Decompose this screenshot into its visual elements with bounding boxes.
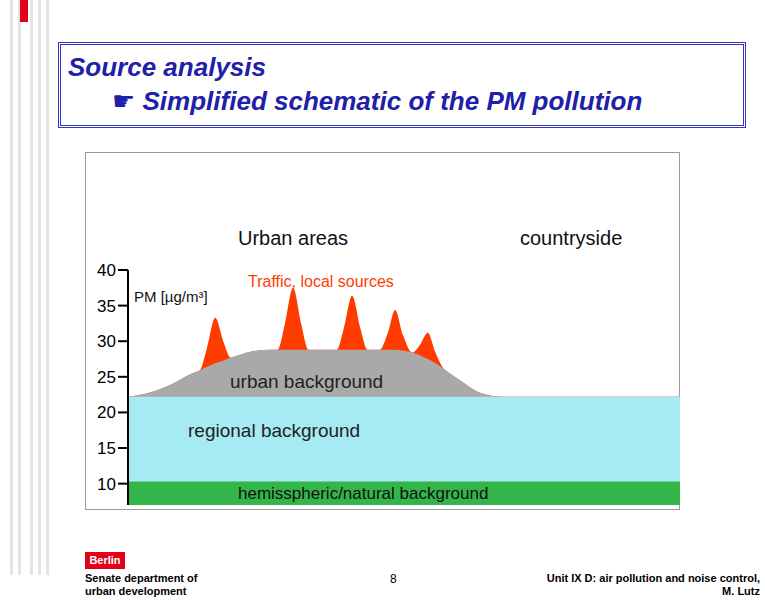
html-text:M. Lutz: M. Lutz <box>722 585 760 597</box>
svg-text:10: 10 <box>97 475 116 494</box>
html-text:Source analysis: Source analysis <box>68 52 266 82</box>
html-text:hemisspheric/natural backgroun: hemisspheric/natural background <box>238 484 489 503</box>
svg-text:40: 40 <box>97 261 116 280</box>
html-text:urban background: urban background <box>230 371 384 392</box>
html-text:PM [µg/m³]: PM [µg/m³] <box>134 288 208 305</box>
svg-text:20: 20 <box>97 403 116 422</box>
html-text:8: 8 <box>390 572 397 586</box>
svg-text:30: 30 <box>97 332 116 351</box>
html-text:☛ Simplified schematic of the: ☛ Simplified schematic of the PM polluti… <box>112 86 643 116</box>
svg-text:15: 15 <box>97 439 116 458</box>
svg-text:25: 25 <box>97 368 116 387</box>
svg-text:35: 35 <box>97 297 116 316</box>
html-text:Berlin: Berlin <box>89 554 121 566</box>
html-text:Traffic, local sources: Traffic, local sources <box>248 273 394 290</box>
html-text:countryside: countryside <box>520 227 623 249</box>
html-text:Unit IX D: air pollution and n: Unit IX D: air pollution and noise contr… <box>546 572 760 584</box>
html-text:Senate department of urban dev: Senate department of urban development <box>85 572 198 597</box>
html-text:Urban areas: Urban areas <box>238 227 349 249</box>
html-text:regional background: regional background <box>188 420 361 441</box>
